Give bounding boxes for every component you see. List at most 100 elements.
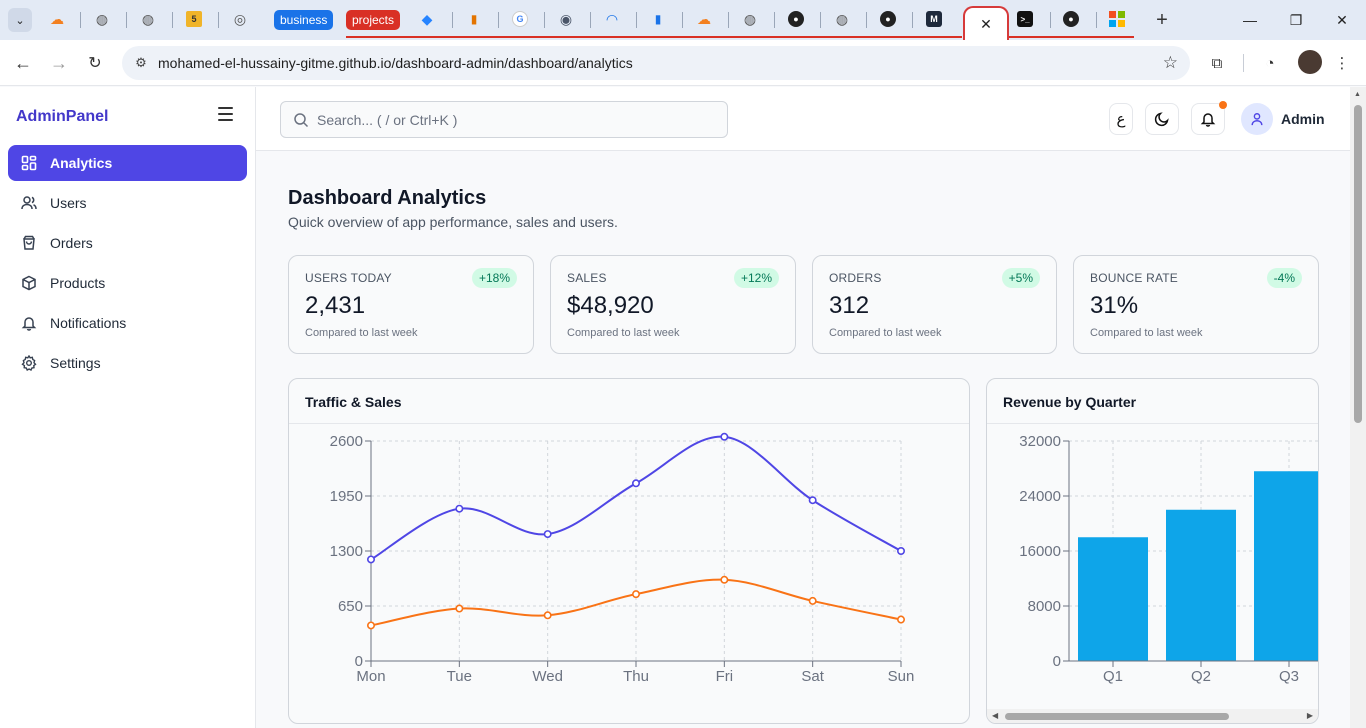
stat-card-bounce-rate: BOUNCE RATE -4% 31% Compared to last wee… xyxy=(1073,255,1319,354)
y-tick-label: 0 xyxy=(355,653,363,670)
sidebar: AdminPanel Analytics Users Orders Produc… xyxy=(0,87,256,728)
forward-arrow-icon[interactable]: → xyxy=(50,52,68,73)
chrome-tab-icon[interactable]: ◎ xyxy=(233,10,247,27)
sidebar-item-notifications[interactable]: Notifications xyxy=(8,305,247,341)
tab-search-chevron-icon[interactable]: ⌄ xyxy=(8,8,32,32)
y-tick-label: 8000 xyxy=(1028,598,1061,615)
cloudflare-tab-icon[interactable]: ☁ xyxy=(697,10,711,27)
minimize-icon[interactable]: — xyxy=(1243,12,1257,28)
bell-icon xyxy=(21,315,37,331)
stat-label: ORDERS xyxy=(829,271,882,285)
data-point xyxy=(543,530,552,539)
stat-value: 31% xyxy=(1090,292,1139,319)
bar xyxy=(1166,509,1236,661)
user-name[interactable]: Admin xyxy=(1281,111,1325,127)
x-tick-label: Q1 xyxy=(1103,668,1123,685)
data-point xyxy=(543,611,552,620)
google-tab-icon[interactable]: G xyxy=(509,8,531,30)
back-arrow-icon[interactable]: ← xyxy=(14,52,32,73)
github-tab-icon[interactable]: ● xyxy=(877,8,899,30)
sidebar-item-label: Products xyxy=(50,275,106,291)
performance-icon[interactable]: ◔ xyxy=(1265,54,1275,72)
y-tick-label: 1300 xyxy=(330,543,363,560)
jira-tab-icon[interactable]: ◆ xyxy=(421,10,433,27)
sidebar-item-label: Orders xyxy=(50,235,93,251)
data-point xyxy=(631,590,640,599)
analytics-tab-icon[interactable]: ▮ xyxy=(654,12,662,26)
data-point xyxy=(720,432,729,441)
hamburger-menu-icon[interactable] xyxy=(218,107,234,123)
extensions-puzzle-icon[interactable]: ⧉ xyxy=(1211,54,1223,72)
stat-note: Compared to last week xyxy=(829,327,942,339)
stat-note: Compared to last week xyxy=(567,327,680,339)
y-tick-label: 0 xyxy=(1053,653,1061,670)
reload-icon[interactable]: ↻ xyxy=(88,55,102,72)
x-tick-label: Tue xyxy=(447,668,472,685)
sidebar-item-analytics[interactable]: Analytics xyxy=(8,145,247,181)
sidebar-item-settings[interactable]: Settings xyxy=(8,345,247,381)
y-tick-label: 2600 xyxy=(330,433,363,450)
sidebar-item-orders[interactable]: Orders xyxy=(8,225,247,261)
page-scrollbar[interactable]: ▲ xyxy=(1350,87,1366,728)
sidebar-item-label: Users xyxy=(50,195,87,211)
x-tick-label: Mon xyxy=(356,668,385,685)
analytics-tab-icon[interactable]: ▮ xyxy=(470,12,478,26)
kebab-menu-icon[interactable]: ⋮ xyxy=(1334,55,1350,72)
sidebar-item-products[interactable]: Products xyxy=(8,265,247,301)
sidebar-item-label: Settings xyxy=(50,355,101,371)
stat-value: 312 xyxy=(829,292,870,319)
avatar[interactable] xyxy=(1241,103,1273,135)
github-tab-icon[interactable]: ● xyxy=(785,8,807,30)
chart-horizontal-scrollbar[interactable]: ◀ ▶ xyxy=(987,709,1318,723)
sidebar-item-users[interactable]: Users xyxy=(8,185,247,221)
globe-tab-icon[interactable]: ◍ xyxy=(141,10,155,27)
address-bar[interactable]: ⚙ mohamed-el-hussainy-gitme.github.io/da… xyxy=(122,46,1190,80)
globe-tab-icon[interactable]: ◍ xyxy=(835,10,849,27)
bookmark-star-icon[interactable]: ☆ xyxy=(1162,53,1178,72)
search-input[interactable] xyxy=(317,110,717,130)
github-tab-icon[interactable]: ● xyxy=(1060,8,1082,30)
data-point xyxy=(896,547,905,556)
y-tick-label: 650 xyxy=(338,598,363,615)
tab-group-business[interactable]: business xyxy=(274,10,334,30)
data-point xyxy=(720,575,729,584)
revenue-quarter-card: Revenue by Quarter 0 8000 16000 24000 32000 Q… xyxy=(986,378,1319,724)
page-title: Dashboard Analytics xyxy=(288,187,487,209)
box-icon xyxy=(21,275,37,291)
x-tick-label: Wed xyxy=(532,668,563,685)
data-point xyxy=(367,555,376,564)
microsoft-tab-icon[interactable] xyxy=(1106,8,1128,30)
search-box[interactable] xyxy=(280,101,728,138)
language-toggle-button[interactable]: ع xyxy=(1109,103,1133,135)
globe-tab-icon[interactable]: ◍ xyxy=(95,10,109,27)
profile-avatar[interactable] xyxy=(1298,50,1322,74)
globe-tab-icon[interactable]: ◍ xyxy=(743,10,757,27)
search-console-tab-icon[interactable]: ◉ xyxy=(559,10,573,27)
close-icon[interactable]: ✕ xyxy=(980,15,992,32)
cloudflare-tab-icon[interactable]: ☁ xyxy=(50,10,64,27)
address-url[interactable]: mohamed-el-hussainy-gitme.github.io/dash… xyxy=(158,55,633,71)
theme-toggle-button[interactable] xyxy=(1145,103,1179,135)
tab-group-projects[interactable]: projects xyxy=(346,10,401,30)
window-close-icon[interactable]: ✕ xyxy=(1336,11,1348,28)
restore-icon[interactable]: ❐ xyxy=(1289,11,1303,28)
new-tab-plus-icon[interactable]: + xyxy=(1156,8,1168,31)
gear-icon xyxy=(21,355,37,371)
x-tick-label: Fri xyxy=(716,668,734,685)
x-tick-label: Q2 xyxy=(1191,668,1211,685)
bar xyxy=(1254,471,1318,661)
data-point xyxy=(631,479,640,488)
speed-tab-icon[interactable]: ◠ xyxy=(605,10,619,27)
stat-card-orders: ORDERS +5% 312 Compared to last week xyxy=(812,255,1057,354)
terminal-tab-icon[interactable]: >_ xyxy=(1014,8,1036,30)
html5-tab-icon[interactable]: 5 xyxy=(183,8,205,30)
notifications-button[interactable] xyxy=(1191,101,1227,135)
stat-value: $48,920 xyxy=(567,292,654,319)
y-tick-label: 16000 xyxy=(1019,543,1061,560)
app-tab-icon[interactable]: M xyxy=(923,8,945,30)
brand-logo[interactable]: AdminPanel xyxy=(16,108,109,125)
stat-label: SALES xyxy=(567,271,607,285)
site-settings-icon[interactable]: ⚙ xyxy=(135,55,147,70)
active-tab-close-button[interactable]: ✕ xyxy=(963,6,1009,40)
stat-label: USERS TODAY xyxy=(305,271,392,285)
